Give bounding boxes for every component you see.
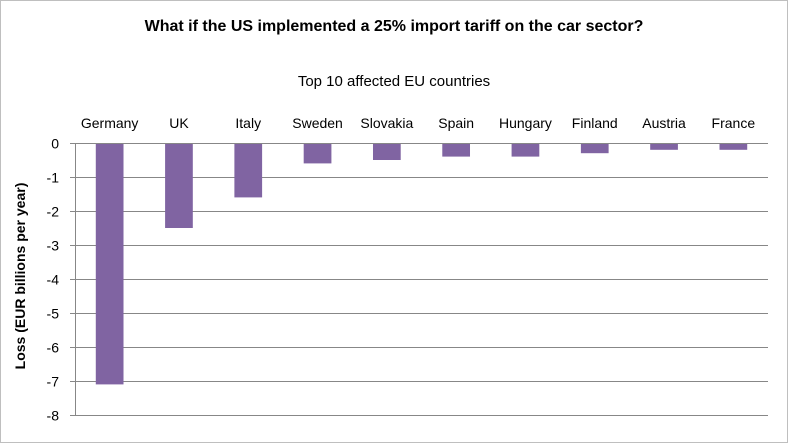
chart-title: What if the US implemented a 25% import … [144, 18, 644, 35]
y-tick-label: -3 [47, 238, 60, 254]
bar-hungary [511, 143, 540, 157]
y-tick-label: -7 [47, 374, 60, 390]
y-tick-label: 0 [51, 136, 59, 152]
bar-finland [580, 143, 609, 154]
bar-italy [234, 143, 263, 198]
bar-germany [95, 143, 124, 385]
bar-france [719, 143, 748, 150]
y-tick-label: -5 [47, 306, 60, 322]
category-label: France [712, 115, 756, 131]
category-label: Germany [81, 115, 139, 131]
category-label: UK [169, 115, 189, 131]
bar-austria [650, 143, 678, 150]
bar-spain [442, 143, 471, 157]
category-label: Spain [438, 115, 474, 131]
category-label: Slovakia [360, 115, 413, 131]
y-tick-label: -4 [47, 272, 60, 288]
category-label: Hungary [499, 115, 552, 131]
bar-uk [165, 143, 193, 228]
category-label: Sweden [292, 115, 343, 131]
bar-slovakia [372, 143, 401, 160]
category-label: Finland [572, 115, 618, 131]
category-label: Italy [235, 115, 261, 131]
y-tick-label: -8 [47, 408, 60, 424]
y-tick-label: -2 [47, 204, 60, 220]
bar-sweden [303, 143, 332, 164]
chart-subtitle: Top 10 affected EU countries [297, 73, 491, 90]
y-tick-label: -1 [47, 170, 60, 186]
y-tick-label: -6 [47, 340, 60, 356]
category-label: Austria [642, 115, 686, 131]
